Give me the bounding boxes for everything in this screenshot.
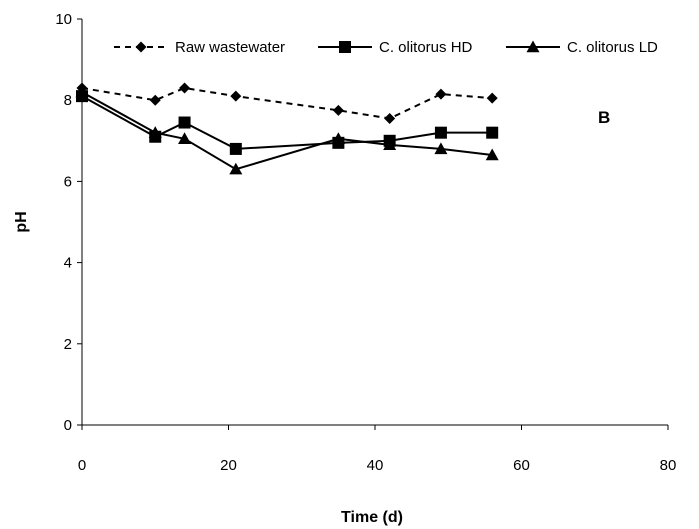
legend-label: C. olitorus HD: [379, 39, 473, 56]
data-point-square: [434, 126, 447, 139]
series-square: [76, 90, 499, 155]
x-tick-label: 80: [660, 457, 677, 474]
y-axis-title: pH: [13, 211, 30, 232]
series-diamond: [76, 82, 498, 124]
data-point-triangle: [178, 132, 192, 144]
data-point-square: [178, 116, 191, 129]
data-point-diamond: [435, 88, 447, 100]
y-tick-label: 4: [64, 255, 72, 272]
data-point-triangle: [383, 138, 397, 151]
axes: [77, 18, 669, 430]
series-triangle: [75, 85, 499, 175]
legend-marker-triangle: [526, 40, 540, 53]
data-point-diamond: [230, 90, 242, 102]
x-axis-title: Time (d): [341, 509, 403, 526]
tick-labels: 0 2 4 6 8 10 0 20 40 60 80: [55, 11, 676, 474]
data-point-triangle: [485, 148, 499, 161]
series-group: [75, 82, 499, 175]
data-point-triangle: [148, 126, 162, 138]
legend-item-diamond: Raw wastewater: [114, 39, 285, 56]
x-tick-label: 20: [220, 457, 237, 474]
legend-marker-diamond: [135, 41, 147, 53]
series-line-triangle: [81, 91, 493, 171]
x-tick-label: 0: [78, 457, 86, 474]
data-point-square: [229, 142, 242, 155]
legend-label: Raw wastewater: [175, 39, 285, 56]
data-point-diamond: [332, 104, 344, 116]
legend-item-triangle: C. olitorus LD: [506, 39, 658, 56]
data-point-diamond: [486, 92, 498, 104]
x-tick-label: 40: [367, 457, 384, 474]
data-point-triangle: [229, 162, 243, 175]
y-tick-label: 2: [64, 336, 72, 353]
legend-item-square: C. olitorus HD: [318, 39, 473, 56]
y-tick-label: 8: [64, 92, 72, 109]
panel-label: B: [598, 108, 610, 127]
data-point-triangle: [75, 85, 89, 98]
y-tick-label: 10: [55, 11, 72, 28]
legend-marker-square: [339, 41, 351, 53]
x-tick-label: 60: [513, 457, 530, 474]
data-point-triangle: [331, 132, 345, 144]
data-point-triangle: [434, 142, 448, 155]
y-tick-label: 6: [64, 173, 72, 190]
data-point-diamond: [149, 94, 161, 106]
y-tick-label: 0: [64, 417, 72, 434]
data-point-square: [486, 126, 499, 139]
data-point-diamond: [384, 112, 396, 124]
legend: Raw wastewater C. olitorus HD C. olitorus …: [114, 39, 658, 56]
legend-label: C. olitorus LD: [567, 39, 658, 56]
series-line-diamond: [81, 86, 493, 120]
data-point-diamond: [179, 82, 191, 94]
